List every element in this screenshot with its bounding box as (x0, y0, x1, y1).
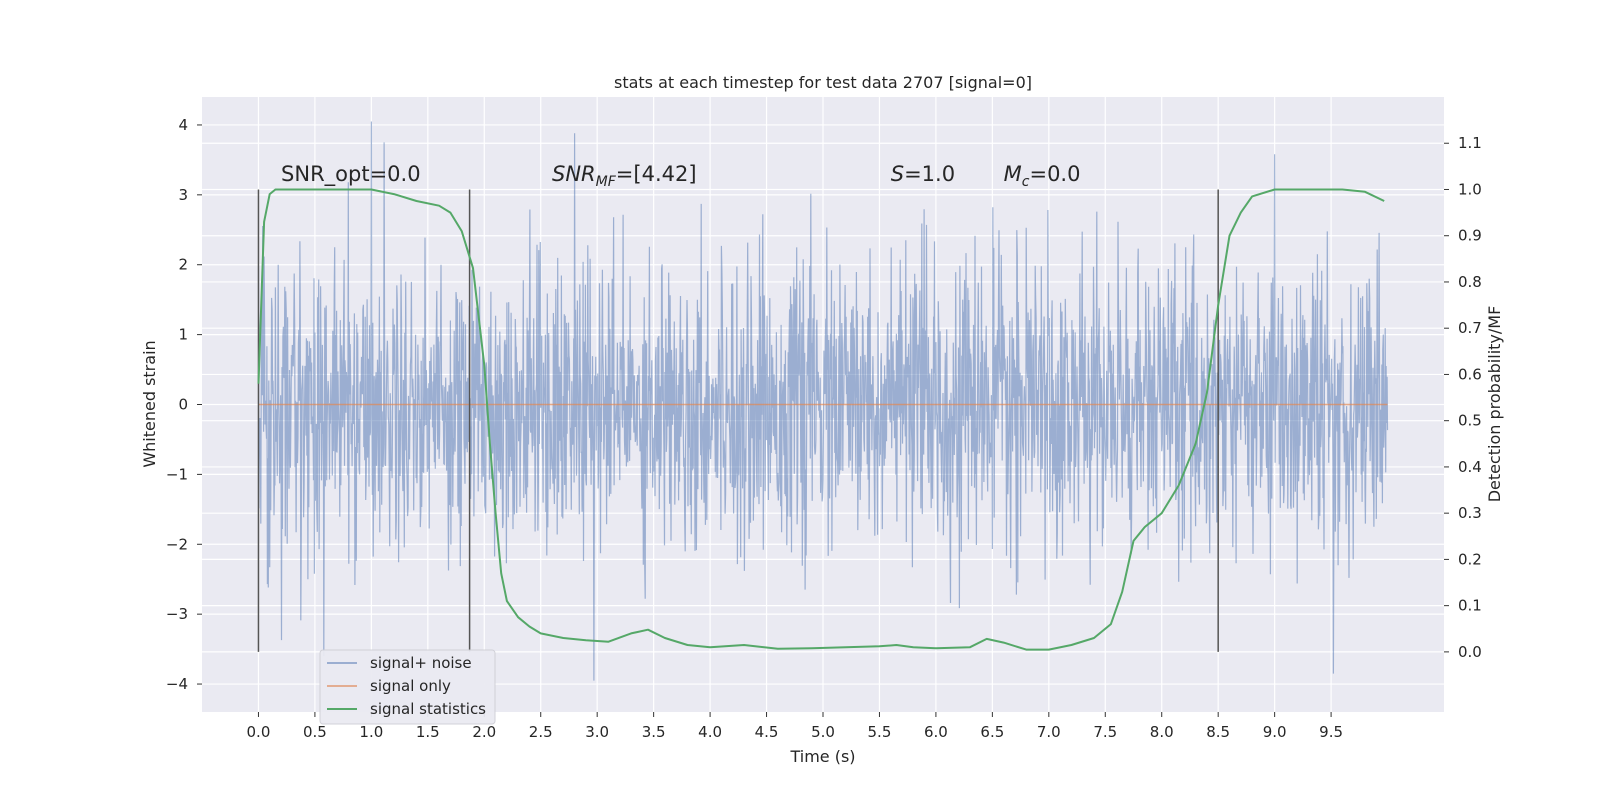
x-tick-label: 9.0 (1263, 723, 1287, 741)
y2-axis-label: Detection probability/MF (1485, 306, 1504, 503)
y2-tick-label: 0.0 (1458, 643, 1482, 661)
x-tick-label: 3.0 (585, 723, 609, 741)
x-tick-label: 4.5 (755, 723, 779, 741)
legend-label-stats: signal statistics (370, 700, 486, 718)
x-tick-label: 8.0 (1150, 723, 1174, 741)
y-tick-label: 0 (178, 396, 188, 414)
x-tick-label: 3.5 (642, 723, 666, 741)
y2-tick-label: 0.7 (1458, 319, 1482, 337)
y-axis-label: Whitened strain (140, 340, 159, 467)
annotation-2: S=1.0 (891, 162, 955, 186)
x-tick-label: 5.0 (811, 723, 835, 741)
x-tick-label: 7.5 (1093, 723, 1117, 741)
x-tick-label: 2.5 (529, 723, 553, 741)
y2-tick-label: 0.4 (1458, 458, 1482, 476)
legend: signal+ noise signal only signal statist… (319, 649, 496, 725)
chart-title: stats at each timestep for test data 270… (614, 73, 1032, 92)
annotation-3: Mc=0.0 (1004, 162, 1081, 190)
x-tick-label: 9.5 (1319, 723, 1343, 741)
y2-tick-label: 0.3 (1458, 504, 1482, 522)
y-tick-label: −4 (166, 675, 188, 693)
x-tick-label: 6.5 (980, 723, 1004, 741)
legend-label-signal: signal only (370, 677, 451, 695)
x-tick-label: 8.5 (1206, 723, 1230, 741)
annotation-0: SNR_opt=0.0 (281, 162, 421, 187)
y-tick-label: −1 (166, 465, 188, 483)
series-signal-noise-line (257, 121, 1389, 681)
legend-label-noise: signal+ noise (370, 654, 472, 672)
series-signal-statistics-line (257, 188, 1385, 651)
y2-tick-label: 0.6 (1458, 365, 1482, 383)
y-tick-label: 4 (178, 116, 188, 134)
y2-tick-label: 0.2 (1458, 550, 1482, 568)
x-tick-label: 0.5 (303, 723, 327, 741)
noise-series (257, 121, 1389, 681)
y2-tick-label: 0.8 (1458, 273, 1482, 291)
y-tick-label: 1 (178, 326, 188, 344)
annotation-1: SNRMF=[4.42] (552, 162, 697, 190)
vertical-markers (257, 189, 1219, 652)
x-axis-label: Time (s) (789, 747, 855, 766)
y2-tick-label: 0.5 (1458, 412, 1482, 430)
x-tick-label: 2.0 (472, 723, 496, 741)
x-tick-label: 7.0 (1037, 723, 1061, 741)
x-tick-label: 1.5 (416, 723, 440, 741)
y-tick-label: 3 (178, 186, 188, 204)
annotations: SNR_opt=0.0 SNRMF=[4.42] S=1.0 Mc=0.0 (281, 162, 1080, 190)
x-tick-label: 0.0 (247, 723, 271, 741)
y2-tick-label: 0.9 (1458, 227, 1482, 245)
x-tick-label: 5.5 (868, 723, 892, 741)
x-tick-label: 1.0 (359, 723, 383, 741)
signal-statistics-series (257, 188, 1385, 651)
y2-tick-label: 1.0 (1458, 180, 1482, 198)
y2-tick-label: 1.1 (1458, 134, 1482, 152)
y-tick-label: −3 (166, 605, 188, 623)
x-tick-label: 4.0 (698, 723, 722, 741)
legend-box (319, 649, 496, 725)
tick-layer: 0.0 0.5 1.0 1.5 2.0 2.5 3.0 3.5 4.0 4.5 5.0 5.5 6.0 6… (166, 116, 1482, 741)
x-tick-label: 6.0 (924, 723, 948, 741)
y2-tick-label: 0.1 (1458, 597, 1482, 615)
y-tick-label: 2 (178, 256, 188, 274)
y-tick-label: −2 (166, 535, 188, 553)
